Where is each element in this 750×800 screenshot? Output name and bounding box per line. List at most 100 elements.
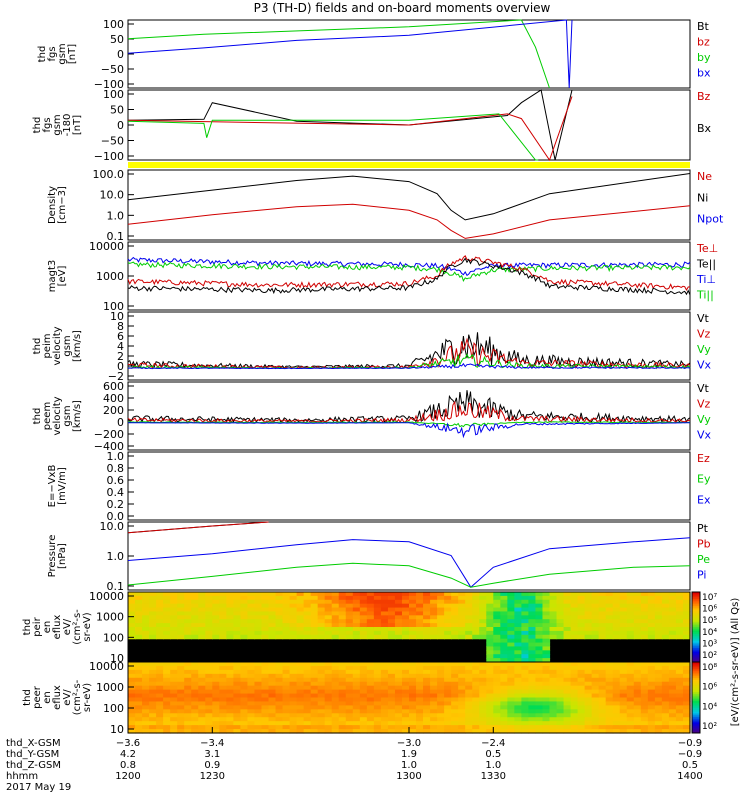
heatmap-cell — [640, 595, 649, 601]
heatmap-cell — [156, 709, 164, 714]
heatmap-cell — [170, 725, 178, 730]
heatmap-cell — [226, 673, 234, 679]
heatmap-cell — [423, 662, 431, 667]
heatmap-cell — [654, 592, 663, 597]
heatmap-cell — [535, 592, 544, 597]
heatmap-cell — [661, 595, 670, 601]
heatmap-cell — [212, 701, 220, 706]
heatmap-cell — [507, 630, 515, 636]
heatmap-cell — [598, 685, 607, 691]
heatmap-cell — [591, 599, 600, 605]
heatmap-cell — [275, 669, 284, 675]
heatmap-cell — [409, 689, 417, 695]
heatmap-cell — [191, 677, 199, 683]
heatmap-cell — [387, 677, 396, 683]
heatmap-cell — [451, 713, 459, 718]
y-tick-label: 50 — [110, 33, 124, 46]
heatmap-cell — [317, 681, 326, 687]
heatmap-cell — [324, 697, 333, 703]
heatmap-cell — [430, 689, 438, 695]
heatmap-cell — [247, 634, 256, 640]
heatmap-cell — [345, 669, 354, 675]
heatmap-cell — [177, 677, 185, 683]
heatmap-cell — [584, 721, 593, 726]
heatmap-cell — [549, 615, 558, 620]
heatmap-cell — [317, 615, 326, 620]
heatmap-cell — [184, 693, 192, 699]
heatmap-cell — [507, 592, 515, 597]
heatmap-cell — [619, 599, 628, 605]
heatmap-cell — [226, 607, 234, 613]
heatmap-cell — [240, 693, 249, 699]
y-tick-label: −100 — [94, 150, 124, 163]
heatmap-cell — [479, 592, 487, 597]
heatmap-cell — [275, 725, 284, 730]
heatmap-cell — [528, 630, 537, 636]
heatmap-cell — [317, 595, 326, 601]
heatmap-cell — [444, 693, 452, 699]
heatmap-cell — [373, 709, 382, 714]
heatmap-cell — [451, 705, 459, 710]
panel-frame — [127, 521, 691, 591]
heatmap-cell — [549, 729, 558, 734]
heatmap-cell — [584, 630, 593, 636]
heatmap-cell — [177, 705, 185, 710]
heatmap-cell — [682, 709, 691, 714]
heatmap-cell — [423, 615, 431, 620]
heatmap-cell — [184, 611, 192, 616]
panel-frame — [127, 311, 691, 381]
heatmap-cell — [275, 681, 284, 687]
heatmap-cell — [626, 725, 635, 730]
heatmap-cell — [247, 681, 256, 687]
heatmap-cell — [556, 623, 565, 628]
heatmap-cell — [191, 634, 199, 640]
heatmap-cell — [387, 669, 396, 675]
heatmap-cell — [605, 592, 614, 597]
heatmap-cell — [296, 607, 305, 613]
heatmap-cell — [317, 630, 326, 636]
heatmap-cell — [233, 713, 242, 718]
heatmap-cell — [605, 677, 614, 683]
heatmap-cell — [535, 713, 544, 718]
heatmap-cell — [324, 673, 333, 679]
heatmap-cell — [479, 697, 487, 703]
heatmap-cell — [289, 689, 298, 695]
heatmap-cell — [219, 713, 227, 718]
heatmap-cell — [184, 677, 192, 683]
heatmap-cell — [500, 646, 508, 651]
heatmap-cell — [233, 619, 242, 624]
heatmap-cell — [142, 665, 150, 671]
heatmap-cell — [458, 607, 466, 613]
heatmap-cell — [303, 697, 312, 703]
heatmap-cell — [647, 701, 656, 706]
heatmap-cell — [387, 607, 396, 613]
heatmap-cell — [352, 615, 361, 620]
heatmap-cell — [177, 725, 185, 730]
heatmap-cell — [163, 665, 171, 671]
heatmap-cell — [570, 627, 579, 632]
colorbar-cell — [692, 686, 700, 690]
heatmap-cell — [359, 693, 368, 699]
heatmap-cell — [212, 725, 220, 730]
heatmap-cell — [668, 721, 677, 726]
heatmap-cell — [507, 721, 515, 726]
heatmap-cell — [675, 701, 684, 706]
heatmap-cell — [184, 592, 192, 597]
heatmap-cell — [556, 662, 565, 667]
colorbar-cell — [692, 648, 700, 651]
heatmap-cell — [345, 701, 354, 706]
heatmap-cell — [219, 634, 227, 640]
heatmap-cell — [486, 681, 494, 687]
heatmap-cell — [177, 681, 185, 687]
colorbar-frame — [691, 661, 701, 734]
heatmap-cell — [535, 717, 544, 722]
heatmap-cell — [423, 630, 431, 636]
x-tick-label: 0.5 — [682, 760, 698, 771]
colorbar-tick-label: 10³ — [702, 639, 717, 649]
heatmap-cell — [387, 701, 396, 706]
heatmap-cell — [135, 611, 143, 616]
heatmap-cell — [493, 658, 501, 663]
heatmap-cell — [359, 634, 368, 640]
heatmap-cell — [170, 665, 178, 671]
